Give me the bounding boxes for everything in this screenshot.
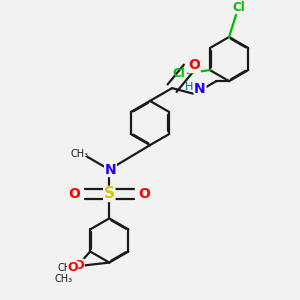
Text: O: O [74, 259, 84, 272]
Text: Cl: Cl [173, 67, 185, 80]
Text: O: O [188, 58, 200, 73]
Text: N: N [194, 82, 206, 96]
Text: H: H [185, 82, 194, 92]
Text: Cl: Cl [232, 2, 245, 14]
Text: N: N [105, 163, 116, 176]
Text: CH₃: CH₃ [70, 149, 88, 159]
Text: O: O [68, 187, 80, 201]
Text: CH₃: CH₃ [57, 263, 75, 273]
Text: S: S [104, 187, 115, 202]
Text: O: O [68, 261, 78, 274]
Text: O: O [138, 187, 150, 201]
Text: CH₃: CH₃ [54, 274, 73, 284]
